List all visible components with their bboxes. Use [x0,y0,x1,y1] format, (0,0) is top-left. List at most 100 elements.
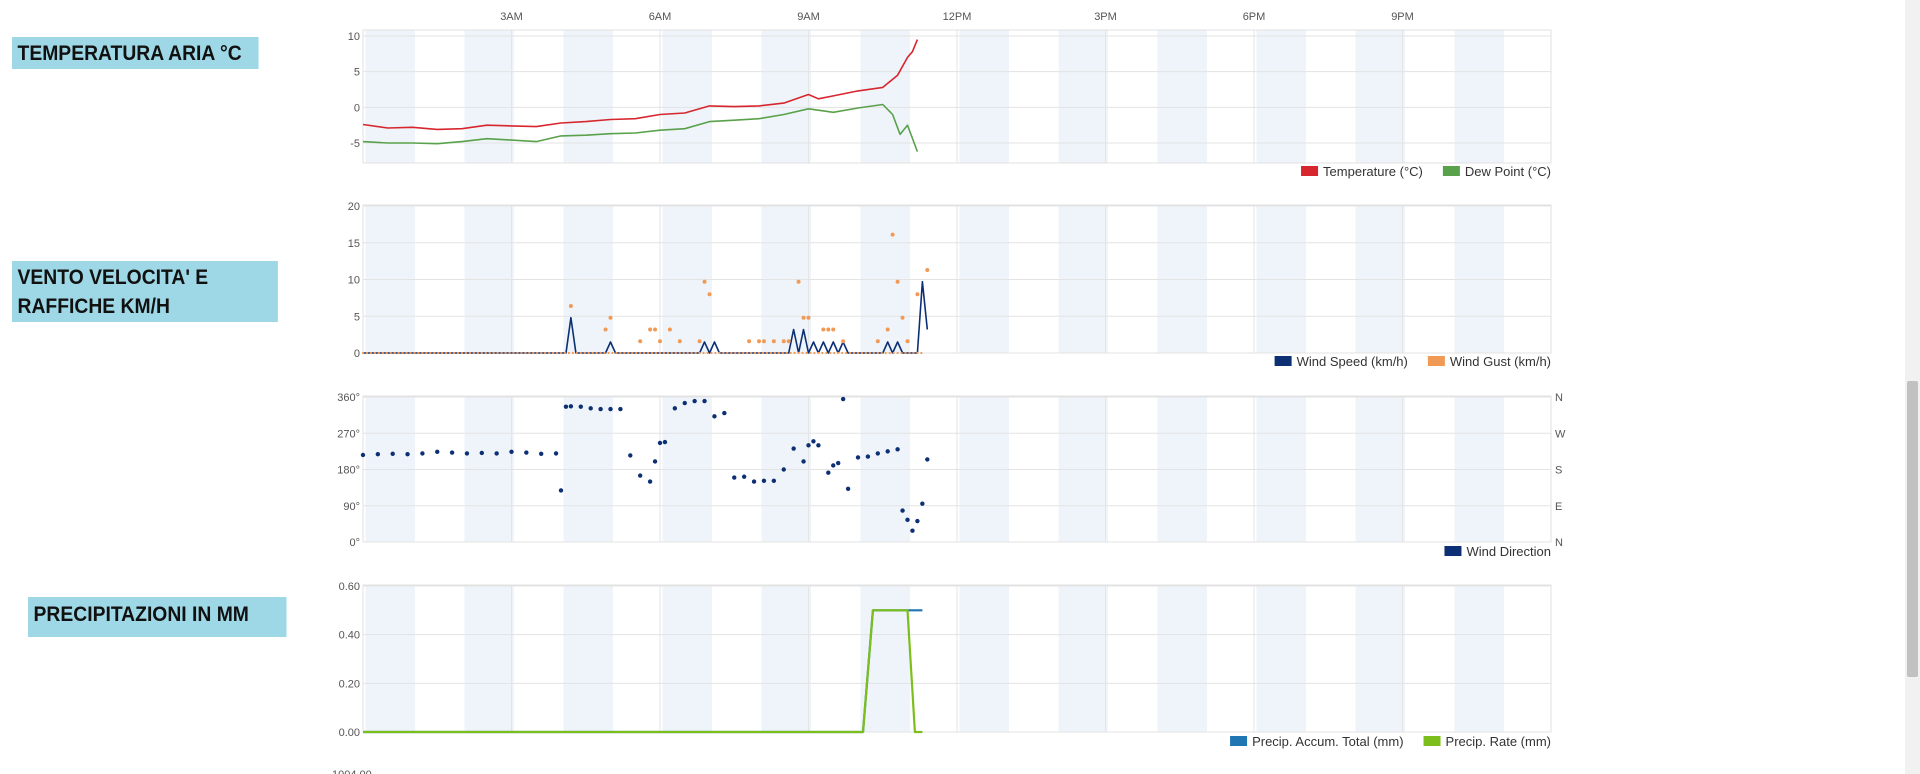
scrollbar-thumb[interactable] [1907,381,1918,677]
wind-gust-zero-point [421,351,424,355]
wind-gust-zero-point [607,351,610,355]
wind-label-line2: RAFFICHE KM/H [17,295,170,318]
wind-legend-label-1: Wind Gust (km/h) [1450,354,1551,369]
wind-gust-zero-point [658,351,662,355]
wind_direction-series-0-point [761,478,767,483]
temperature-y-tick-label: -5 [350,138,360,150]
wind_direction-series-0-point [751,479,757,484]
x-tick-label: 6AM [649,11,672,23]
wind_direction-right-tick-label: N [1555,392,1563,404]
wind-series-1-point [608,315,613,320]
wind-gust-zero-point [722,351,725,355]
wind-gust-zero-point [401,351,404,355]
precipitation-band [662,585,712,732]
wind-gust-zero-point [472,351,475,355]
wind-series-1-point [786,339,791,344]
wind-series-1-point [875,339,880,344]
wind-gust-zero-point [393,351,396,355]
wind-gust-zero-point [908,351,911,355]
wind-series-1-point [648,327,653,332]
wind_direction-series-0-point [900,508,905,513]
wind-gust-zero-point [373,351,376,355]
wind-series-1-point [667,327,672,332]
wind_direction-series-0-point [509,449,514,454]
wind_direction-series-0-point [494,451,499,456]
wind-gust-zero-point [524,351,527,355]
wind-gust-zero-point [841,351,844,355]
wind_direction-series-0-point [865,454,871,459]
temperature-band [1256,30,1306,163]
temperature-band [959,30,1009,163]
wind-gust-zero-point [587,351,590,355]
wind_direction-series-0-point [806,443,811,448]
wind-gust-zero-point [559,351,563,355]
wind-gust-zero-point [714,351,717,355]
wind-gust-zero-point [916,351,919,355]
x-tick-label: 9PM [1391,11,1414,23]
precipitation-series-1-line [363,609,923,734]
wind_direction-series-0-point [925,457,930,462]
wind-gust-zero-point [520,351,523,355]
wind-y-tick-label: 15 [348,238,360,250]
wind_direction-series-0-point [672,406,678,411]
wind-gust-zero-point [920,351,923,355]
x-tick-label: 9AM [797,11,820,23]
wind_direction-series-0-point [449,450,455,455]
wind_direction-series-0-point [568,404,574,409]
wind-gust-zero-point [650,351,654,355]
wind-y-tick-label: 20 [348,201,360,213]
wind-gust-zero-point [595,351,598,355]
wind_direction-series-0-point [895,447,900,452]
wind_direction-series-0-point [791,446,796,451]
wind-gust-zero-point [904,351,907,355]
wind_direction-series-0-point [885,449,890,454]
wind-gust-zero-point [730,351,733,355]
wind_direction-y-tick-label: 180° [337,465,360,477]
wind-gust-zero-point [389,351,392,355]
wind-gust-zero-point [441,351,444,355]
wind-gust-zero-point [876,351,879,355]
wind-gust-zero-point [757,351,761,355]
temperature-y-tick-label: 10 [348,31,360,43]
wind_direction-series-0-point [375,451,381,457]
temperature-legend-label-0: Temperature (°C) [1323,164,1423,179]
wind-gust-zero-point [532,351,535,355]
wind-series-1-point [771,339,776,344]
temperature-y-tick-label: 5 [354,67,360,79]
precipitation-y-tick-label: 0.40 [339,630,360,642]
wind-gust-zero-point [860,351,864,355]
wind_direction-legend-label-0: Wind Direction [1466,544,1551,559]
wind-gust-zero-point [516,351,519,355]
wind-gust-zero-point [734,351,737,355]
temperature-band [563,30,613,163]
wind-series-1-point [677,339,682,344]
precipitation-band [761,585,811,732]
wind-gust-zero-point [512,351,515,355]
wind-gust-zero-point [837,351,840,355]
wind-label-line1: VENTO VELOCITA' E [17,266,209,289]
wind-gust-zero-point [769,351,772,355]
wind-gust-zero-point [864,351,868,355]
wind-gust-zero-point [385,351,388,355]
wind-series-1-point [915,292,920,297]
wind-gust-zero-point [690,351,693,355]
wind_direction-series-0-point [732,475,737,480]
wind-gust-zero-point [484,351,487,355]
wind_direction-y-tick-label: 0° [349,537,360,549]
wind-gust-zero-point [848,351,852,355]
wind-series-1-point [568,303,573,308]
wind_direction-series-0-point [563,404,569,409]
precipitation-y-tick-label: 0.20 [339,678,360,690]
wind_direction-series-0-point [420,451,425,456]
wind_direction-y-tick-label: 90° [343,501,360,513]
wind-gust-zero-point [496,351,499,355]
wind-gust-zero-point [702,351,705,355]
wind-gust-zero-point [567,351,571,355]
wind-gust-zero-point [912,351,915,355]
wind_direction-right-tick-label: N [1555,537,1563,549]
wind_direction-series-0-point [836,460,841,466]
temperature-band [365,30,415,163]
wind_direction-series-0-point [662,439,668,445]
wind-gust-zero-point [551,351,555,355]
wind-gust-zero-point [805,351,808,355]
